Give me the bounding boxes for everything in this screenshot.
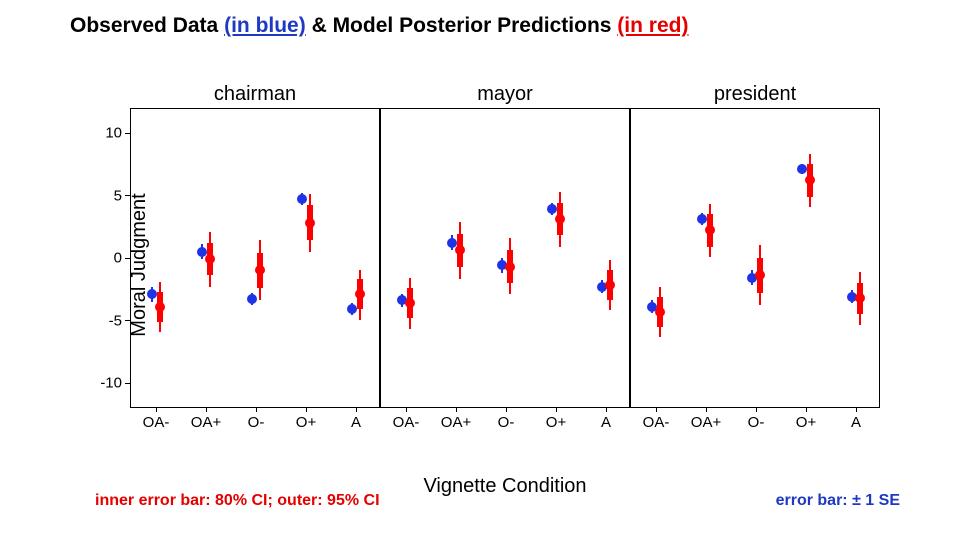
- x-tick: [756, 407, 757, 412]
- x-tick-label: OA+: [691, 414, 721, 431]
- title-part-blue: (in blue): [224, 14, 306, 37]
- posterior-point: [605, 280, 615, 290]
- posterior-point: [705, 225, 715, 235]
- y-tick-label: -5: [109, 312, 122, 329]
- x-tick-label: OA+: [441, 414, 471, 431]
- x-tick: [806, 407, 807, 412]
- posterior-point: [305, 218, 315, 228]
- posterior-point: [205, 254, 215, 264]
- posterior-point: [505, 262, 515, 272]
- figure-title: Observed Data (in blue) & Model Posterio…: [70, 14, 688, 38]
- panel-title: president: [631, 83, 879, 106]
- observed-point: [297, 194, 307, 204]
- x-tick-label: OA-: [393, 414, 420, 431]
- x-axis-label: Vignette Condition: [130, 475, 880, 498]
- x-tick-label: A: [351, 414, 361, 431]
- title-part-1: Observed Data: [70, 14, 224, 37]
- observed-point: [547, 204, 557, 214]
- posterior-point: [555, 214, 565, 224]
- observed-point: [247, 294, 257, 304]
- panel: mayorOA-OA+O-O+A: [380, 108, 630, 408]
- observed-point: [697, 214, 707, 224]
- x-tick: [156, 407, 157, 412]
- x-tick: [706, 407, 707, 412]
- x-tick: [206, 407, 207, 412]
- x-tick: [656, 407, 657, 412]
- moral-judgment-plot: Moral Judgment Vignette Condition -10-50…: [130, 80, 880, 450]
- posterior-point: [805, 175, 815, 185]
- x-tick: [256, 407, 257, 412]
- panel-title: chairman: [131, 83, 379, 106]
- x-tick-label: A: [851, 414, 861, 431]
- x-tick: [556, 407, 557, 412]
- x-tick: [406, 407, 407, 412]
- posterior-point: [155, 302, 165, 312]
- posterior-point: [755, 270, 765, 280]
- panel: presidentOA-OA+O-O+A: [630, 108, 880, 408]
- x-tick: [856, 407, 857, 412]
- observed-point: [347, 304, 357, 314]
- observed-point: [797, 164, 807, 174]
- x-tick-label: OA-: [643, 414, 670, 431]
- x-tick-label: A: [601, 414, 611, 431]
- posterior-point: [255, 265, 265, 275]
- x-tick: [356, 407, 357, 412]
- y-tick-label: -10: [100, 375, 122, 392]
- y-tick-label: 10: [105, 125, 122, 142]
- y-tick-label: 0: [114, 250, 122, 267]
- posterior-point: [355, 289, 365, 299]
- posterior-point: [655, 307, 665, 317]
- x-tick: [456, 407, 457, 412]
- y-tick-label: 5: [114, 187, 122, 204]
- observed-point: [147, 289, 157, 299]
- x-tick-label: O-: [248, 414, 265, 431]
- x-tick-label: O+: [796, 414, 816, 431]
- x-tick: [506, 407, 507, 412]
- title-part-3: & Model Posterior Predictions: [306, 14, 618, 37]
- posterior-point: [855, 293, 865, 303]
- x-tick-label: O+: [546, 414, 566, 431]
- panel: chairmanOA-OA+O-O+A: [130, 108, 380, 408]
- x-tick-label: OA+: [191, 414, 221, 431]
- x-tick: [306, 407, 307, 412]
- posterior-point: [405, 298, 415, 308]
- x-tick-label: OA-: [143, 414, 170, 431]
- x-tick-label: O-: [498, 414, 515, 431]
- posterior-point: [455, 245, 465, 255]
- title-part-red: (in red): [617, 14, 688, 37]
- panel-title: mayor: [381, 83, 629, 106]
- x-tick-label: O-: [748, 414, 765, 431]
- x-tick: [606, 407, 607, 412]
- x-tick-label: O+: [296, 414, 316, 431]
